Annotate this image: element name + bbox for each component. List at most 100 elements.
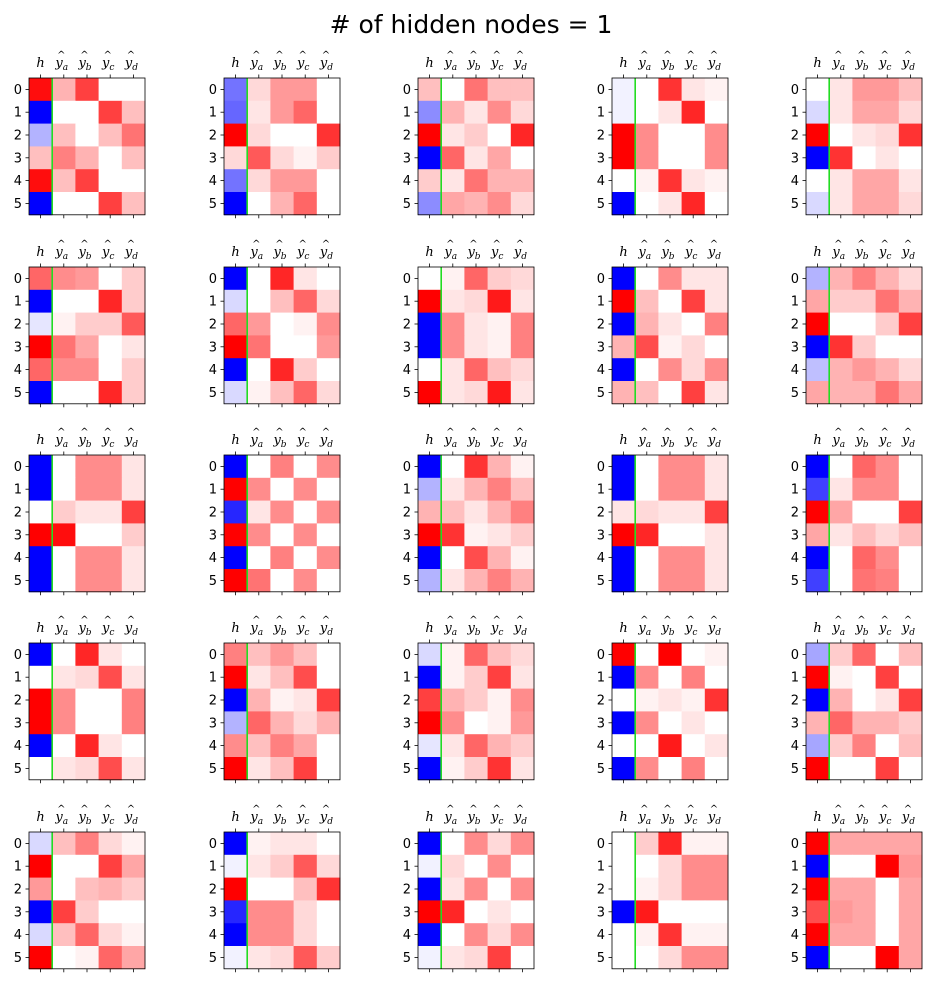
heatmap-cell [658, 192, 682, 216]
heatmap-cell [316, 192, 341, 216]
heatmap-cell [224, 854, 248, 878]
heatmap-cell [510, 923, 535, 947]
heatmap-cell [75, 665, 99, 689]
heatmap-cell [658, 734, 682, 758]
column-label: h [231, 56, 239, 71]
heatmap-cell [898, 477, 923, 501]
heatmap-cell [658, 569, 682, 593]
heatmap-cell [224, 832, 248, 856]
heatmap-cell [247, 477, 271, 501]
row-label: 1 [791, 295, 799, 310]
heatmap-cell [224, 500, 248, 524]
heatmap-cell [852, 900, 876, 924]
heatmap-cell [75, 546, 99, 570]
column-label: h [425, 245, 433, 260]
heatmap-cell [612, 711, 636, 735]
heatmap-cell [806, 192, 830, 216]
heatmap-cell [75, 146, 99, 170]
heatmap-cell [612, 757, 636, 781]
heatmap-cell [418, 100, 442, 124]
heatmap-cell [293, 146, 318, 170]
heatmap-cell [316, 78, 341, 102]
heatmap-cell [635, 358, 659, 382]
heatmap-cell [464, 500, 488, 524]
hat-accent: ^ [322, 239, 330, 250]
heatmap-cell [704, 688, 729, 712]
heatmap-cell [247, 900, 271, 924]
row-label: 1 [209, 860, 217, 875]
heatmap-cell [875, 335, 900, 359]
hat-accent: ^ [881, 50, 889, 61]
heatmap-cell [612, 381, 636, 405]
heatmap-cell [441, 854, 465, 878]
hat-accent: ^ [663, 804, 671, 815]
heatmap-cell [52, 546, 76, 570]
row-label: 4 [791, 739, 799, 754]
heatmap-cell [806, 711, 830, 735]
heatmap-cell [121, 900, 146, 924]
heatmap-cell [852, 643, 876, 667]
row-label: 2 [403, 883, 411, 898]
heatmap-cell [681, 711, 706, 735]
heatmap-cell [293, 267, 318, 291]
heatmap-cell [293, 854, 318, 878]
heatmap-cell [898, 569, 923, 593]
heatmap-cell [829, 832, 853, 856]
hat-accent: ^ [834, 804, 842, 815]
heatmap-cell [418, 757, 442, 781]
heatmap-cell [29, 500, 53, 524]
hat-accent: ^ [127, 804, 135, 815]
heatmap-cell [829, 289, 853, 313]
hat-accent: ^ [857, 804, 865, 815]
heatmap-cell [464, 381, 488, 405]
heatmap-cell [464, 665, 488, 689]
row-label: 2 [209, 318, 217, 333]
heatmap-cell [852, 267, 876, 291]
hat-accent: ^ [57, 615, 65, 626]
heatmap-cell [121, 665, 146, 689]
heatmap-cell [635, 78, 659, 102]
heatmap-cell [316, 877, 341, 901]
heatmap-cell [681, 643, 706, 667]
heatmap-cell [316, 854, 341, 878]
heatmap-cell [75, 688, 99, 712]
heatmap-cell [898, 78, 923, 102]
heatmap-cell [510, 267, 535, 291]
heatmap-cell [704, 169, 729, 193]
row-label: 5 [791, 951, 799, 966]
heatmap-cell [293, 688, 318, 712]
heatmap-cell [224, 877, 248, 901]
heatmap-cell [852, 358, 876, 382]
heatmap-cell [487, 312, 512, 336]
heatmap-cell [316, 455, 341, 479]
heatmap-cell [510, 289, 535, 313]
heatmap-cell [635, 757, 659, 781]
heatmap-cell [510, 381, 535, 405]
heatmap-cell [52, 500, 76, 524]
heatmap-cell [612, 78, 636, 102]
row-label: 1 [403, 483, 411, 498]
heatmap-cell [829, 455, 853, 479]
heatmap-cell [270, 569, 294, 593]
heatmap-cell [635, 455, 659, 479]
hat-accent: ^ [299, 50, 307, 61]
heatmap-cell [806, 335, 830, 359]
heatmap-cell [852, 500, 876, 524]
column-label: h [619, 621, 627, 636]
heatmap-cell [247, 946, 271, 970]
heatmap-cell [121, 569, 146, 593]
heatmap-cell [316, 267, 341, 291]
heatmap-cell [487, 832, 512, 856]
heatmap-cell [98, 100, 123, 124]
row-label: 2 [403, 129, 411, 144]
heatmap-cell [806, 734, 830, 758]
row-label: 4 [14, 739, 22, 754]
row-label: 3 [791, 716, 799, 731]
heatmap-cell [121, 381, 146, 405]
heatmap-cell [464, 477, 488, 501]
hat-accent: ^ [881, 615, 889, 626]
heatmap-cell [658, 477, 682, 501]
hat-accent: ^ [493, 804, 501, 815]
heatmap-cell [635, 877, 659, 901]
